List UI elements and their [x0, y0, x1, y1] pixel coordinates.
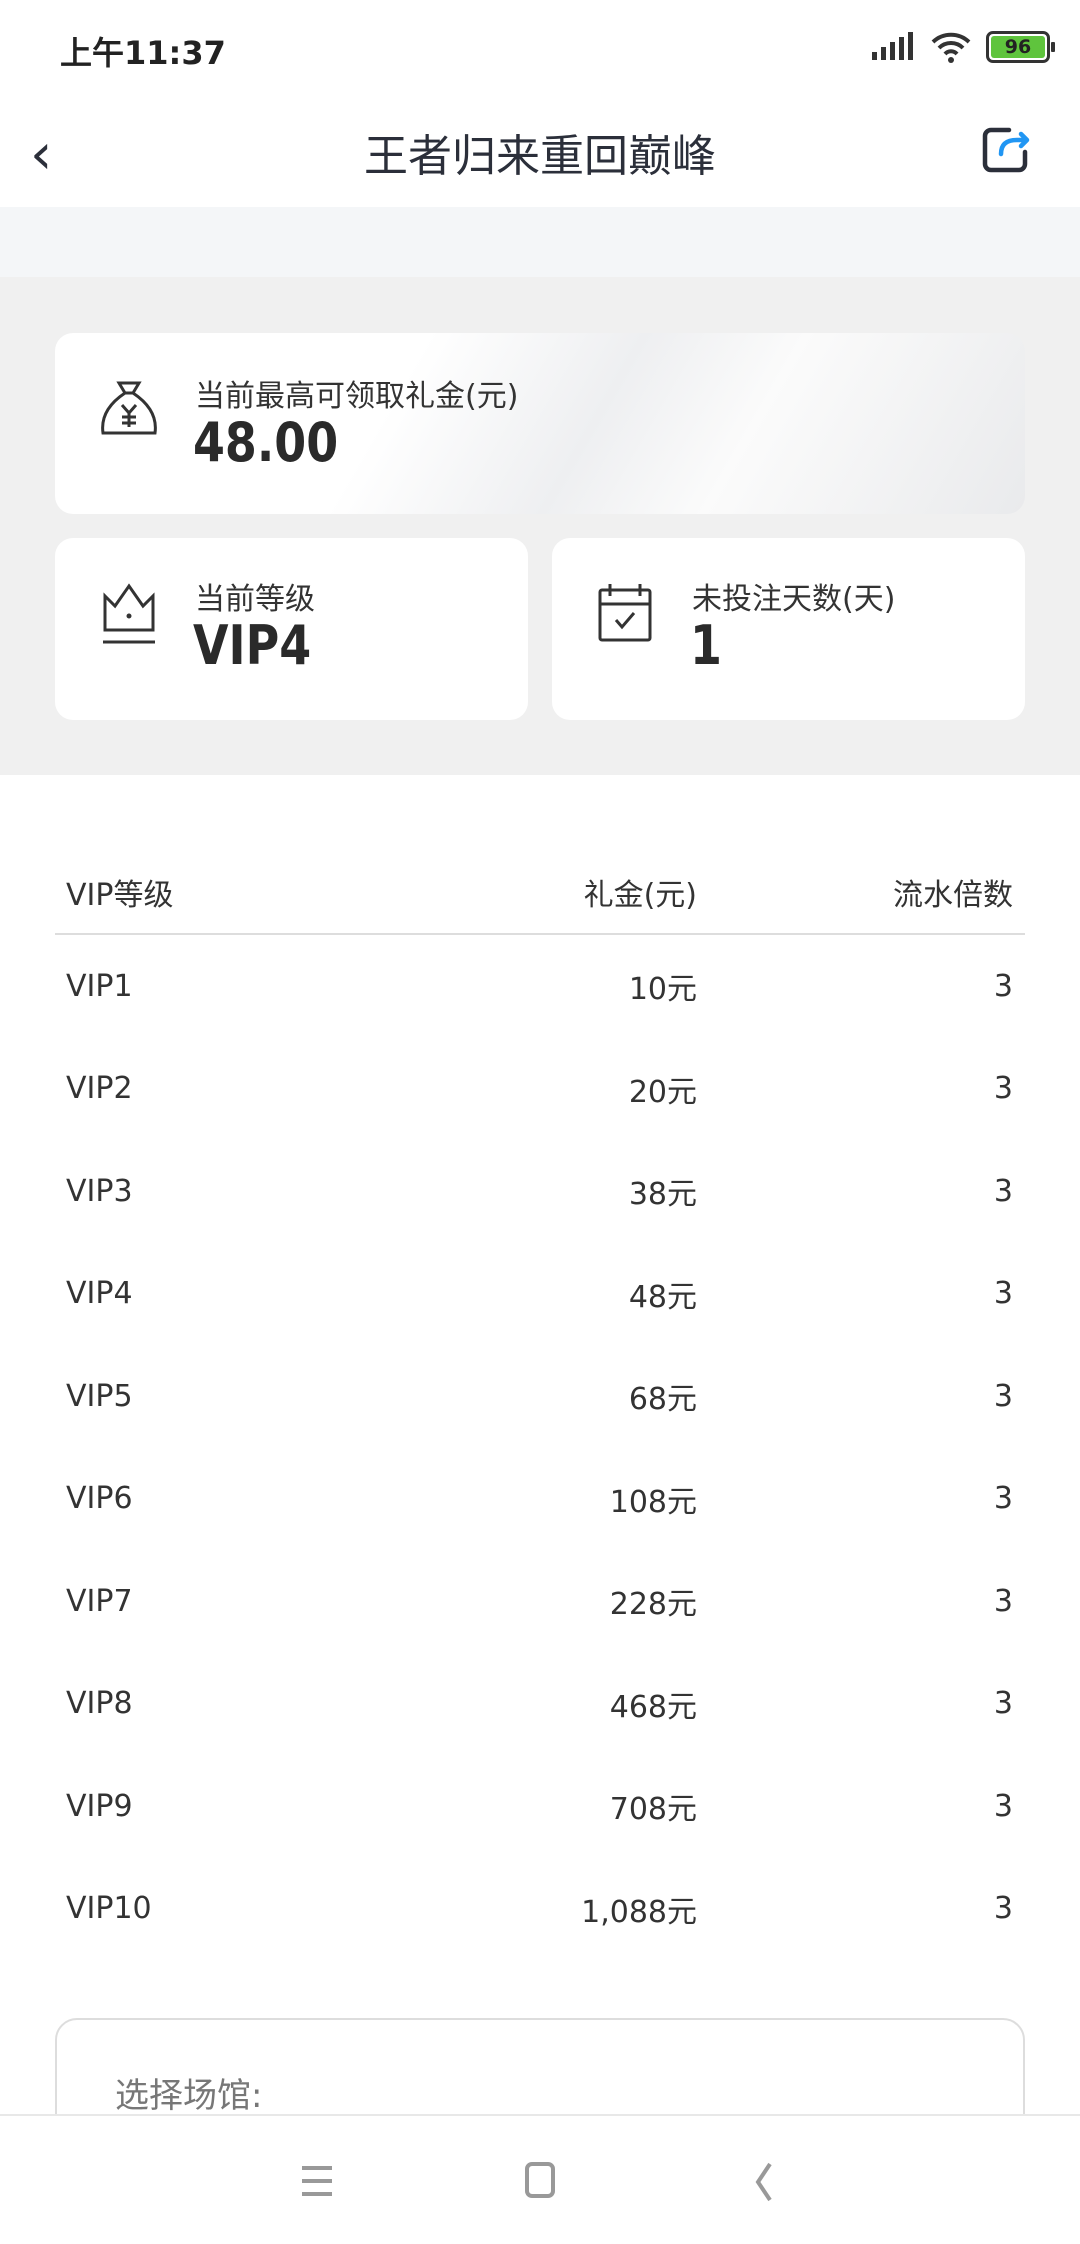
table-row: VIP9 708元 3 — [55, 1755, 1025, 1858]
bonus-label: 当前最高可领取礼金(元) — [195, 379, 519, 414]
wifi-icon — [931, 32, 971, 63]
level-label: 当前等级 — [195, 582, 315, 617]
table-row: VIP8 468元 3 — [55, 1653, 1025, 1756]
cell-multiplier: 3 — [993, 968, 1013, 1004]
cell-level: VIP8 — [66, 1686, 133, 1722]
cell-level: VIP6 — [66, 1481, 133, 1517]
header-multiplier: 流水倍数 — [893, 877, 1013, 913]
table-row: VIP3 38元 3 — [55, 1140, 1025, 1243]
status-time: 上午11:37 — [60, 34, 226, 72]
status-bar: 上午11:37 96 — [0, 0, 1080, 130]
bonus-value: 48.00 — [193, 411, 339, 474]
table-row: VIP7 228元 3 — [55, 1550, 1025, 1653]
calendar-check-icon — [598, 584, 652, 642]
header-bonus: 礼金(元) — [583, 877, 697, 913]
table-row: VIP1 10元 3 — [55, 935, 1025, 1038]
cell-multiplier: 3 — [993, 1891, 1013, 1927]
battery-icon: 96 — [986, 31, 1055, 63]
cell-bonus: 1,088元 — [581, 1894, 697, 1930]
cell-multiplier: 3 — [993, 1378, 1013, 1414]
cell-bonus: 228元 — [609, 1587, 697, 1623]
cell-level: VIP7 — [66, 1583, 133, 1619]
home-icon[interactable] — [515, 2156, 565, 2206]
table-row: VIP4 48元 3 — [55, 1243, 1025, 1346]
days-value: 1 — [690, 614, 722, 677]
level-card: 当前等级 VIP4 — [55, 538, 528, 720]
page-title: 王者归来重回巅峰 — [364, 131, 716, 182]
battery-level: 96 — [991, 36, 1045, 58]
cell-bonus: 48元 — [628, 1279, 697, 1315]
cell-bonus: 38元 — [628, 1177, 697, 1213]
cell-multiplier: 3 — [993, 1071, 1013, 1107]
vip-table: VIP等级 礼金(元) 流水倍数 VIP1 10元 3 VIP2 20元 3 VIP3 38元… — [55, 850, 1025, 1960]
cell-level: VIP9 — [66, 1788, 133, 1824]
cell-level: VIP3 — [66, 1173, 133, 1209]
bonus-card: 当前最高可领取礼金(元) 48.00 — [55, 333, 1025, 514]
share-icon[interactable] — [979, 122, 1033, 176]
table-header: VIP等级 礼金(元) 流水倍数 — [55, 850, 1025, 935]
cell-bonus: 708元 — [609, 1792, 697, 1828]
cell-multiplier: 3 — [993, 1788, 1013, 1824]
table-row: VIP10 1,088元 3 — [55, 1858, 1025, 1961]
cell-bonus: 68元 — [628, 1382, 697, 1418]
back-button[interactable]: ‹ — [30, 122, 53, 187]
cell-bonus: 10元 — [628, 972, 697, 1008]
venue-label: 选择场馆: — [115, 2076, 263, 2116]
system-nav-bar — [0, 2114, 1080, 2244]
level-value: VIP4 — [193, 614, 312, 677]
cell-bonus: 20元 — [628, 1074, 697, 1110]
header-level: VIP等级 — [66, 877, 174, 913]
days-card: 未投注天数(天) 1 — [552, 538, 1025, 720]
days-label: 未投注天数(天) — [692, 582, 896, 617]
cell-level: VIP10 — [66, 1891, 152, 1927]
table-row: VIP2 20元 3 — [55, 1038, 1025, 1141]
cell-level: VIP2 — [66, 1071, 133, 1107]
cell-multiplier: 3 — [993, 1583, 1013, 1619]
signal-icon — [872, 32, 913, 60]
banner — [0, 207, 1080, 277]
cell-level: VIP5 — [66, 1378, 133, 1414]
nav-header: ‹ 王者归来重回巅峰 — [0, 122, 1080, 207]
cell-level: VIP4 — [66, 1276, 133, 1312]
cell-bonus: 468元 — [609, 1689, 697, 1725]
cell-multiplier: 3 — [993, 1276, 1013, 1312]
crown-icon — [103, 583, 155, 644]
menu-icon[interactable] — [292, 2156, 342, 2206]
money-bag-icon — [101, 381, 157, 435]
cell-level: VIP1 — [66, 968, 133, 1004]
cell-bonus: 108元 — [609, 1484, 697, 1520]
nav-back-icon[interactable] — [740, 2156, 790, 2206]
table-row: VIP6 108元 3 — [55, 1448, 1025, 1551]
cell-multiplier: 3 — [993, 1173, 1013, 1209]
cell-multiplier: 3 — [993, 1481, 1013, 1517]
cell-multiplier: 3 — [993, 1686, 1013, 1722]
table-row: VIP5 68元 3 — [55, 1345, 1025, 1448]
